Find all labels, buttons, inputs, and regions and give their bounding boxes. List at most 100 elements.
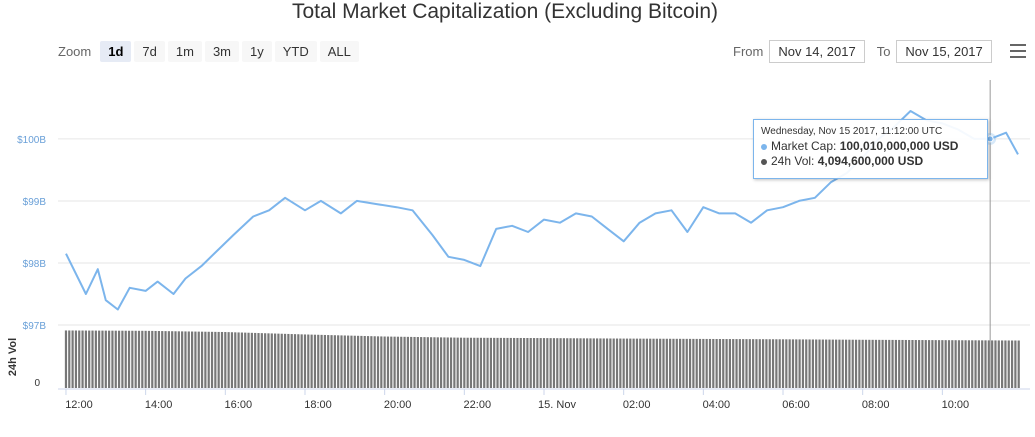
volume-bar <box>184 331 187 388</box>
volume-bar <box>257 333 260 388</box>
volume-bar <box>499 337 502 388</box>
volume-bar <box>725 339 728 388</box>
tooltip-market-cap-label: Market Cap: <box>771 139 837 153</box>
volume-bar <box>815 339 818 388</box>
volume-bar <box>871 339 874 388</box>
zoom-button-1d[interactable]: 1d <box>100 40 132 62</box>
zoom-button-7d[interactable]: 7d <box>134 40 165 62</box>
volume-bar <box>722 339 725 388</box>
volume-bar <box>274 333 277 388</box>
volume-bar <box>104 330 107 388</box>
volume-bar <box>672 338 675 388</box>
volume-bar <box>370 336 373 388</box>
chart-tooltip: Wednesday, Nov 15 2017, 11:12:00 UTC Mar… <box>753 119 988 179</box>
volume-bar <box>669 338 672 388</box>
volume-bar <box>781 339 785 388</box>
volume-bar <box>675 338 678 388</box>
volume-bar <box>177 331 180 388</box>
volume-bar <box>347 335 350 388</box>
volume-bar <box>924 340 927 388</box>
volume-bar <box>210 331 214 388</box>
x-tick-label: 04:00 <box>703 399 731 411</box>
volume-bar <box>592 338 595 388</box>
volume-bar <box>881 339 884 388</box>
volume-bar <box>214 331 217 388</box>
volume-bar <box>788 339 791 388</box>
volume-bar <box>446 337 449 388</box>
volume-bar <box>479 337 483 388</box>
volume-bar <box>884 339 888 388</box>
zoom-button-1m[interactable]: 1m <box>167 40 202 62</box>
zoom-button-all[interactable]: ALL <box>319 40 359 62</box>
to-date-input[interactable]: Nov 15, 2017 <box>896 40 992 63</box>
volume-bar <box>307 334 310 388</box>
volume-bar <box>287 333 290 388</box>
volume-bar <box>396 336 400 388</box>
volume-bar <box>698 338 702 388</box>
volume-bar <box>353 335 356 388</box>
zoom-button-1y[interactable]: 1y <box>242 40 272 62</box>
volume-bar <box>549 338 552 388</box>
volume-bar <box>522 337 526 388</box>
hamburger-menu-icon[interactable] <box>1010 44 1026 58</box>
volume-bar <box>841 339 844 388</box>
volume-bar <box>997 340 1000 388</box>
volume-bar <box>157 331 161 388</box>
volume-bar <box>994 340 997 388</box>
volume-bar <box>761 339 765 388</box>
from-date-input[interactable]: Nov 14, 2017 <box>769 40 865 63</box>
volume-bar <box>795 339 798 388</box>
volume-bar <box>267 333 270 388</box>
volume-bar <box>921 340 924 388</box>
volume-bar <box>443 337 446 388</box>
volume-bar <box>250 332 253 388</box>
volume-bar <box>851 339 854 388</box>
volume-bar <box>317 334 320 388</box>
volume-bar <box>506 337 509 388</box>
tooltip-market-cap-value: 100,010,000,000 USD <box>839 139 959 153</box>
volume-bar <box>330 335 333 388</box>
volume-bar <box>801 339 805 388</box>
volume-bar <box>695 338 698 388</box>
volume-bar <box>692 338 695 388</box>
volume-bar <box>649 338 652 388</box>
volume-bar <box>320 334 323 388</box>
volume-bar <box>1014 340 1017 388</box>
volume-bar <box>121 330 124 388</box>
zoom-button-3m[interactable]: 3m <box>204 40 239 62</box>
volume-bar <box>423 337 426 388</box>
volume-bar <box>967 340 971 388</box>
volume-bar <box>230 332 234 388</box>
volume-bar <box>679 338 682 388</box>
volume-bar <box>164 331 167 388</box>
volume-bar <box>937 340 941 388</box>
volume-bar <box>426 337 429 388</box>
volume-bar <box>821 339 824 388</box>
volume-bar <box>918 340 921 388</box>
volume-bar <box>300 334 303 388</box>
volume-bar <box>161 331 164 388</box>
volume-bar <box>662 338 665 388</box>
x-tick-label: 10:00 <box>942 399 970 411</box>
volume-bar <box>1007 340 1010 388</box>
volume-bar <box>416 337 419 388</box>
y-tick-label: $98B <box>23 259 47 270</box>
volume-bar <box>127 330 131 388</box>
volume-bar <box>503 337 506 388</box>
volume-bar <box>410 336 413 388</box>
zoom-button-ytd[interactable]: YTD <box>274 40 317 62</box>
tooltip-date: Wednesday, Nov 15 2017, 11:12:00 UTC <box>761 126 943 137</box>
volume-bar <box>752 339 755 388</box>
volume-bar <box>101 330 104 388</box>
volume-bar <box>974 340 977 388</box>
volume-bar <box>768 339 771 388</box>
volume-bar <box>728 339 732 388</box>
x-tick-label: 02:00 <box>623 399 651 411</box>
volume-bar <box>98 330 101 388</box>
volume-bar <box>191 331 194 388</box>
volume-bar <box>961 340 964 388</box>
volume-bar <box>778 339 781 388</box>
volume-bar <box>207 331 210 388</box>
volume-bar <box>904 339 907 388</box>
volume-bar <box>333 335 336 388</box>
